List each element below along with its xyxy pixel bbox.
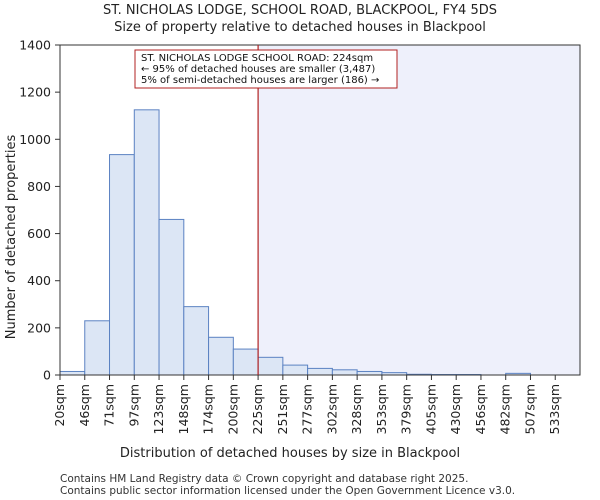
- x-tick-label: 456sqm: [473, 384, 488, 434]
- bar-251sqm: [282, 364, 309, 376]
- x-axis: 20sqm 46sqm 71sqm 97sqm 123sqm 148sqm 174sqm 20…: [52, 375, 562, 434]
- x-tick-label: 379sqm: [399, 384, 414, 434]
- chart-subtitle: Size of property relative to detached ho…: [114, 20, 486, 35]
- x-tick-label: 123sqm: [151, 384, 166, 434]
- x-tick-label: 328sqm: [349, 384, 364, 434]
- bar-200sqm: [232, 348, 259, 376]
- bar-123sqm: [158, 218, 185, 376]
- bars-group: [59, 109, 531, 376]
- bar-97sqm: [133, 109, 160, 376]
- y-axis: 0 200 400 600 800 1000 1200 1400: [19, 38, 60, 383]
- x-tick-label: 405sqm: [423, 384, 438, 434]
- footer-line-2: Contains public sector information licen…: [60, 485, 515, 497]
- annotation-line-2: ← 95% of detached houses are smaller (3,…: [141, 64, 375, 75]
- bar-225sqm: [257, 356, 284, 376]
- x-tick-label: 46sqm: [77, 384, 92, 427]
- x-tick-label: 482sqm: [498, 384, 513, 434]
- x-tick-label: 430sqm: [448, 384, 463, 434]
- x-axis-label: Distribution of detached houses by size …: [120, 446, 460, 461]
- y-tick-label: 1400: [19, 38, 51, 53]
- annotation-line-3: 5% of semi-detached houses are larger (1…: [141, 75, 379, 86]
- y-axis-label: Number of detached properties: [4, 135, 19, 340]
- chart-title: ST. NICHOLAS LODGE, SCHOOL ROAD, BLACKPO…: [103, 3, 497, 18]
- x-tick-label: 174sqm: [201, 384, 216, 434]
- x-tick-label: 20sqm: [52, 384, 67, 427]
- x-tick-label: 225sqm: [250, 384, 265, 434]
- y-tick-label: 400: [27, 273, 51, 288]
- x-tick-label: 533sqm: [547, 384, 562, 434]
- y-tick-label: 800: [27, 179, 51, 194]
- x-tick-label: 200sqm: [225, 384, 240, 434]
- x-tick-label: 277sqm: [300, 384, 315, 434]
- y-tick-label: 600: [27, 226, 51, 241]
- bar-174sqm: [208, 336, 234, 376]
- x-tick-label: 251sqm: [275, 384, 290, 434]
- y-tick-label: 200: [27, 320, 51, 335]
- highlight-region: [258, 45, 580, 375]
- x-tick-label: 71sqm: [102, 384, 117, 427]
- y-tick-label: 1200: [19, 85, 51, 100]
- bar-71sqm: [109, 154, 135, 376]
- y-tick-label: 1000: [19, 132, 51, 147]
- x-tick-label: 353sqm: [374, 384, 389, 434]
- footer-line-1: Contains HM Land Registry data © Crown c…: [60, 473, 468, 485]
- y-tick-label: 0: [43, 368, 51, 383]
- x-tick-label: 507sqm: [522, 384, 537, 434]
- bar-302sqm: [331, 369, 358, 376]
- x-tick-label: 97sqm: [126, 384, 141, 427]
- x-tick-label: 302sqm: [324, 384, 339, 434]
- annotation-frame: [134, 49, 398, 89]
- bar-277sqm: [307, 367, 333, 376]
- bar-46sqm: [84, 320, 111, 376]
- bar-328sqm: [356, 370, 383, 376]
- plot-frame: [59, 44, 581, 376]
- bar-148sqm: [183, 306, 210, 376]
- x-tick-label: 148sqm: [176, 384, 191, 434]
- annotation-box: ST. NICHOLAS LODGE SCHOOL ROAD: 224sqm ←…: [134, 49, 398, 89]
- annotation-line-1: ST. NICHOLAS LODGE SCHOOL ROAD: 224sqm: [141, 53, 373, 64]
- bar-20sqm: [59, 370, 86, 376]
